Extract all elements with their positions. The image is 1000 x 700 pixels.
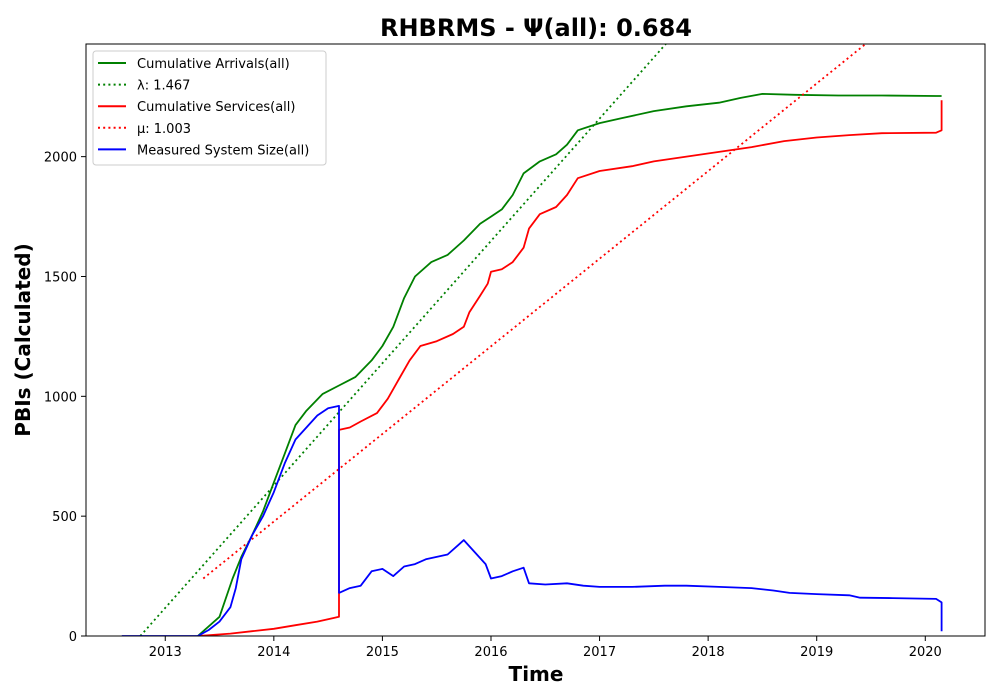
y-axis-ticks: 0 500 1000 1500 2000	[44, 151, 86, 645]
series-line-2	[197, 100, 943, 636]
series-line-4	[121, 405, 943, 636]
legend-label: Cumulative Arrivals(all)	[137, 57, 290, 72]
x-tick-label: 2017	[583, 645, 616, 660]
legend-label: Measured System Size(all)	[137, 143, 309, 158]
legend: Cumulative Arrivals(all) λ: 1.467 Cumulati…	[92, 50, 327, 166]
series-line-1	[139, 44, 667, 636]
x-tick-label: 2015	[366, 645, 399, 660]
y-tick-label: 0	[69, 630, 77, 645]
legend-label: Cumulative Services(all)	[137, 100, 295, 115]
series-line-0	[197, 93, 942, 636]
y-tick-label: 1000	[44, 390, 77, 405]
x-tick-label: 2013	[149, 645, 182, 660]
x-tick-label: 2014	[257, 645, 290, 660]
x-axis-ticks: 2013 2014 2015 2016 2017 2018 2019 2020	[149, 636, 942, 660]
legend-label: μ: 1.003	[137, 122, 191, 137]
legend-box	[92, 50, 327, 166]
legend-label: λ: 1.467	[137, 79, 190, 94]
y-tick-label: 500	[52, 510, 77, 525]
x-tick-label: 2019	[800, 645, 833, 660]
y-axis-title: PBIs (Calculated)	[11, 243, 35, 436]
y-tick-label: 2000	[44, 151, 77, 166]
x-tick-label: 2020	[909, 645, 942, 660]
x-axis-title: Time	[509, 662, 564, 686]
x-tick-label: 2016	[474, 645, 507, 660]
x-tick-label: 2018	[692, 645, 725, 660]
plot-area	[121, 44, 943, 636]
chart-title: RHBRMS - Ψ(all): 0.684	[380, 14, 692, 42]
plot-frame	[85, 43, 986, 637]
y-tick-label: 1500	[44, 270, 77, 285]
series-line-3	[202, 44, 867, 580]
